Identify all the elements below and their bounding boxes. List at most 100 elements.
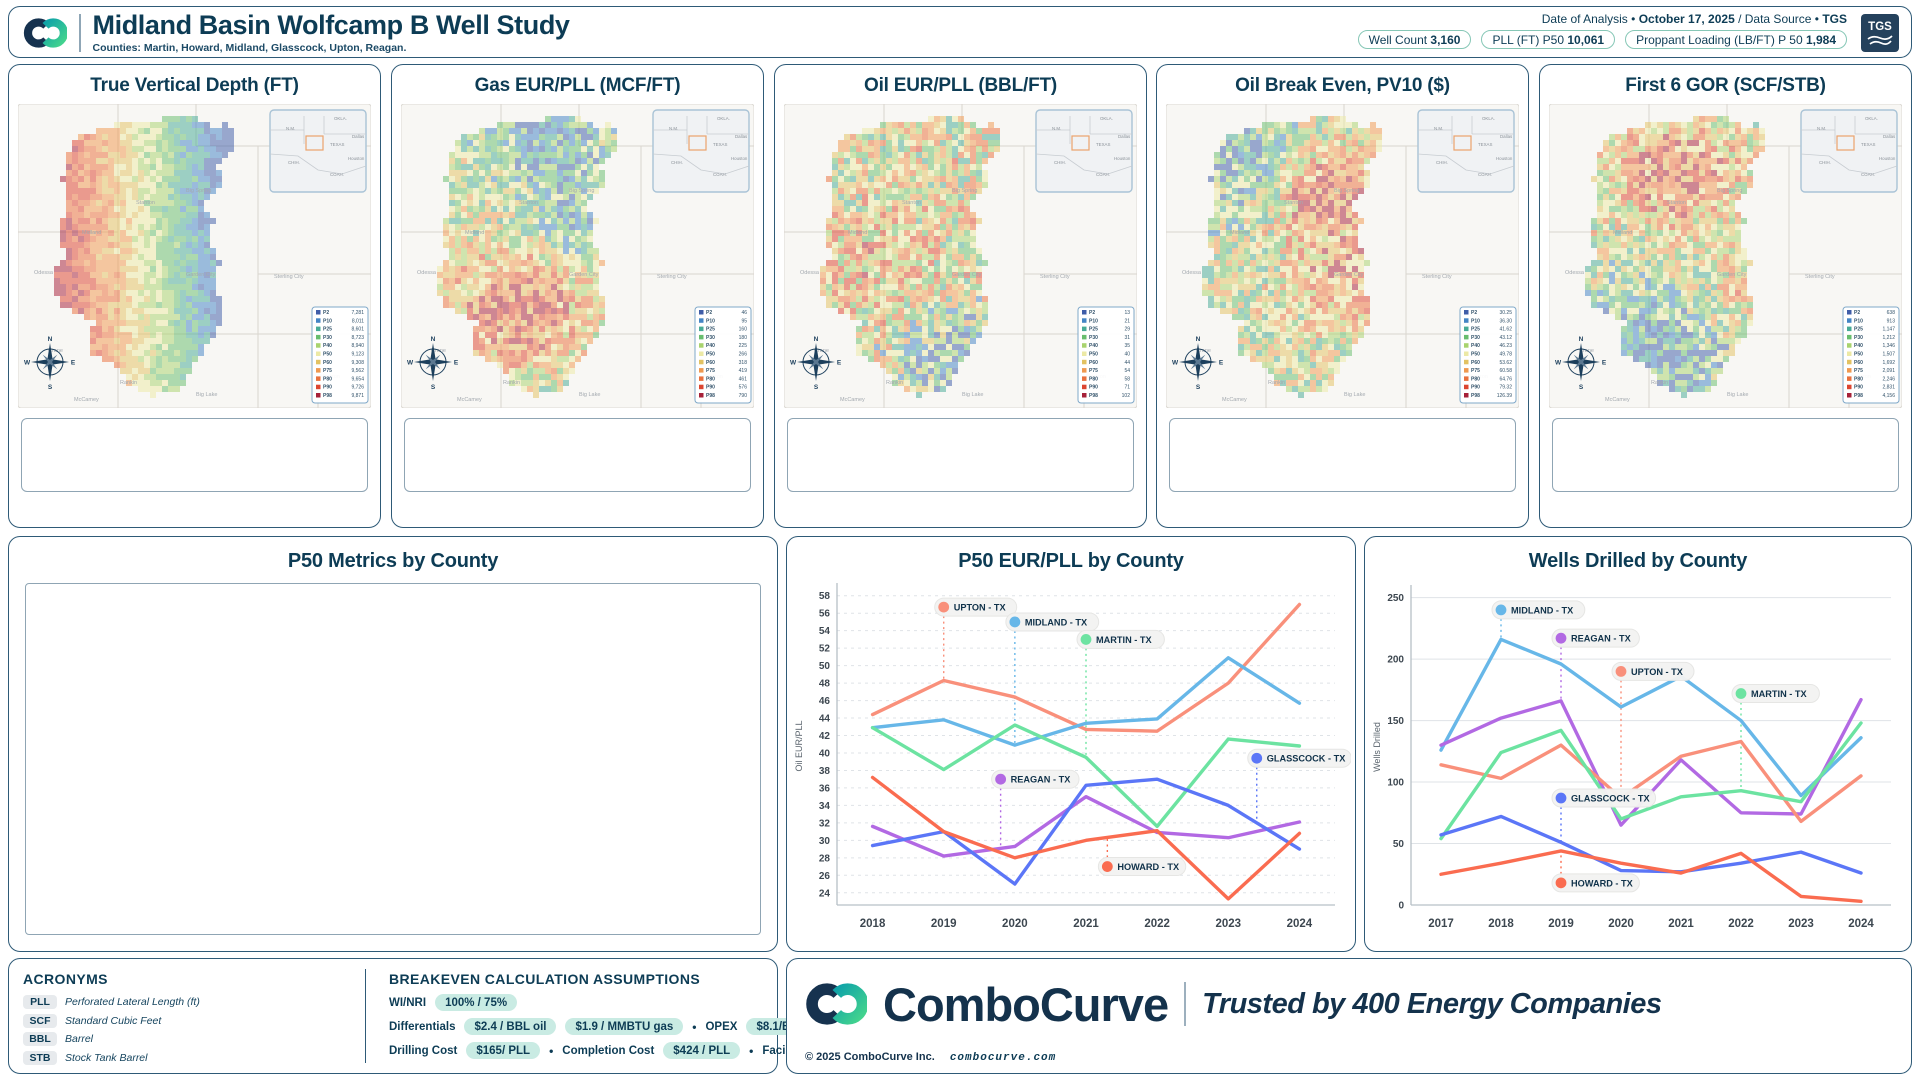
map-panel-0: True Vertical Depth (FT) Odessa Midland St…	[8, 64, 381, 528]
acronym-row: BBL Barrel	[23, 1032, 777, 1046]
svg-text:N.M.: N.M.	[286, 126, 295, 131]
acronym-abbr: STB	[23, 1050, 57, 1065]
svg-text:P10: P10	[1089, 318, 1098, 324]
svg-text:576: 576	[739, 385, 748, 391]
map-city-label: Rankin	[886, 380, 903, 386]
svg-text:P80: P80	[323, 376, 332, 382]
dot-separator: •	[549, 1043, 554, 1058]
svg-text:9,123: 9,123	[351, 352, 364, 358]
svg-text:9,654: 9,654	[351, 376, 364, 382]
assumption-label: Completion Cost	[562, 1044, 655, 1057]
compass-rose-icon: N E S W	[407, 336, 459, 391]
svg-text:Houston: Houston	[1496, 156, 1513, 161]
acronyms-assumptions-panel: ACRONYMS PLL Perforated Lateral Length (…	[8, 958, 908, 1074]
svg-text:E: E	[837, 360, 842, 367]
svg-text:E: E	[71, 360, 76, 367]
map-city-label: McCamey	[1605, 397, 1630, 403]
svg-text:P2: P2	[1089, 310, 1095, 316]
svg-text:N: N	[48, 336, 53, 343]
analysis-date: October 17, 2025	[1638, 12, 1735, 26]
map-title: Oil EUR/PLL (BBL/FT)	[863, 75, 1058, 96]
svg-text:W: W	[1172, 360, 1179, 367]
map-panel-2: Oil EUR/PLL (BBL/FT) Odessa Midland Stanto…	[774, 64, 1147, 528]
series-line	[1439, 739, 1863, 824]
svg-text:P60: P60	[706, 360, 715, 366]
stat-badge-2: Proppant Loading (LB/FT) P 50 1,984	[1625, 30, 1847, 49]
acronym-meaning: Stock Tank Barrel	[65, 1051, 148, 1064]
map-city-label: Garden City	[1334, 272, 1364, 278]
svg-text:Houston: Houston	[348, 156, 365, 161]
svg-text:N: N	[431, 336, 436, 343]
svg-text:9,871: 9,871	[351, 393, 364, 399]
svg-text:S: S	[431, 384, 436, 391]
map-city-label: Big Lake	[196, 392, 217, 398]
website-link[interactable]: combocurve.com	[949, 1052, 1057, 1064]
svg-text:P10: P10	[323, 318, 332, 324]
stat-badge-1: PLL (FT) P50 10,061	[1481, 30, 1616, 49]
svg-text:7,281: 7,281	[351, 310, 364, 316]
map-stat-box-empty	[787, 418, 1134, 492]
assumption-row: Drilling Cost $165/ PLL • Completion Cost $4…	[389, 1042, 908, 1059]
series-line	[1439, 814, 1863, 875]
header-stat-badges: Well Count 3,160 PLL (FT) P50 10,061 Propp…	[1357, 30, 1847, 49]
svg-text:P75: P75	[1089, 368, 1098, 374]
combocurve-logo-icon	[23, 11, 67, 55]
svg-text:CHIH.: CHIH.	[671, 160, 683, 165]
map-city-label: McCamey	[74, 397, 99, 403]
svg-text:P75: P75	[1471, 368, 1480, 374]
svg-text:P40: P40	[1089, 343, 1098, 349]
map-city-label: Odessa	[417, 270, 437, 276]
assumption-label: Differentials	[389, 1020, 456, 1033]
assumption-row: WI/NRI 100% / 75%	[389, 994, 767, 1011]
svg-text:P98: P98	[706, 393, 715, 399]
svg-text:P10: P10	[706, 318, 715, 324]
svg-text:225: 225	[739, 343, 748, 349]
svg-text:P25: P25	[1471, 327, 1480, 333]
map-city-label: Big Spring	[186, 188, 211, 194]
brand-wordmark: ComboCurve	[883, 977, 1169, 1031]
assumption-value-pill: $424 / PLL	[663, 1042, 741, 1059]
acronym-abbr: BBL	[23, 1032, 57, 1046]
svg-text:40: 40	[1124, 352, 1130, 358]
svg-text:46: 46	[741, 310, 747, 316]
svg-text:Houston: Houston	[1114, 156, 1131, 161]
map-city-label: Odessa	[800, 270, 820, 276]
svg-text:P98: P98	[1089, 393, 1098, 399]
inset-locator-map: N.M. OKLA. TEXAS CHIH. COAH. Dallas Houston	[269, 109, 367, 193]
svg-text:P30: P30	[323, 335, 332, 341]
assumption-value-pill: 100% / 75%	[435, 994, 518, 1011]
svg-text:41.62: 41.62	[1499, 327, 1512, 333]
dot-separator: •	[692, 1019, 697, 1034]
map-legend: P2 30.25 P10 36.30 P25 41.62 P30 43.12 P…	[1459, 306, 1517, 404]
map-title: Gas EUR/PLL (MCF/FT)	[474, 75, 681, 96]
series-callout: REAGAN - TX	[1551, 628, 1640, 648]
svg-text:N: N	[814, 336, 819, 343]
data-source: TGS	[1822, 12, 1847, 26]
assumption-value-pill: $1.9 / MMBTU gas	[565, 1018, 684, 1035]
map-legend: P2 46 P10 95 P25 160 P30 180 P40 225 P50…	[694, 306, 752, 404]
map-panel-3: Oil Break Even, PV10 ($) Odessa Midland St…	[1156, 64, 1529, 528]
acronym-row: SCF Standard Cubic Feet	[23, 1013, 777, 1028]
svg-text:Dallas: Dallas	[735, 134, 748, 139]
svg-text:W: W	[407, 360, 414, 367]
svg-text:W: W	[790, 360, 797, 367]
svg-text:Dallas: Dallas	[352, 134, 365, 139]
svg-text:64.76: 64.76	[1499, 376, 1512, 382]
svg-text:P60: P60	[1089, 360, 1098, 366]
assumption-value-pill: $165/ PLL	[466, 1042, 541, 1059]
map-city-label: Sterling City	[274, 274, 304, 280]
svg-text:Dallas: Dallas	[1500, 134, 1513, 139]
map-city-label: Stanton	[136, 200, 155, 206]
map-city-label: Midland	[82, 230, 101, 236]
svg-text:TEXAS: TEXAS	[1478, 142, 1492, 147]
acronyms-title: ACRONYMS	[23, 971, 108, 987]
acronym-abbr: PLL	[23, 995, 57, 1009]
svg-text:P90: P90	[1471, 385, 1480, 391]
map-canvas: Odessa Midland Stanton Big Spring Garden Cit…	[401, 104, 754, 408]
map-city-label: Odessa	[34, 270, 54, 276]
svg-text:71: 71	[1124, 385, 1130, 391]
svg-text:8,011: 8,011	[352, 318, 364, 324]
svg-text:P90: P90	[1089, 385, 1098, 391]
map-city-label: Midland	[465, 230, 484, 236]
svg-text:P40: P40	[706, 343, 715, 349]
